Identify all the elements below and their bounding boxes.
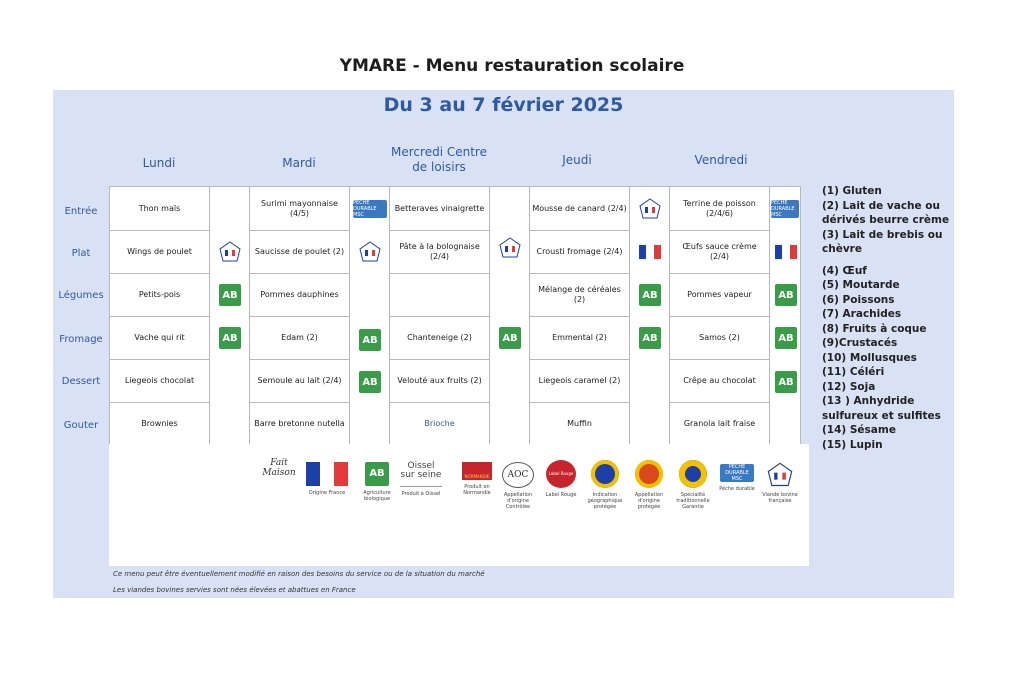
- allergen-item: (10) Mollusques: [822, 351, 917, 364]
- icon-column: [210, 187, 250, 445]
- row-header-plat: Plat: [71, 248, 91, 259]
- origine-france-logo: Origine France: [303, 462, 351, 496]
- origine-france-icon: [775, 245, 797, 259]
- menu-cell: Terrine de poisson (2/4/6): [670, 187, 770, 231]
- allergen-item: (4) Œuf: [822, 264, 867, 277]
- allergen-item: (6) Poissons: [822, 293, 895, 306]
- allergen-item: (9)Crustacés: [822, 337, 898, 349]
- peche-durable-logo: PÊCHE DURABLE MSC Pêche durable: [719, 464, 755, 492]
- icon-column: [770, 187, 800, 445]
- day-header-lundi: Lundi: [142, 156, 176, 170]
- produit-normandie-logo: NORMANDIE Produit en Normandie: [457, 462, 497, 496]
- agriculture-biologique-icon: AB: [219, 284, 241, 306]
- agriculture-biologique-icon: AB: [775, 327, 797, 349]
- agriculture-biologique-icon: AB: [499, 327, 521, 349]
- menu-cell: Thon maïs: [110, 187, 210, 231]
- menu-cell: [390, 274, 490, 317]
- stg-logo: Spécialité traditionnelle Garantie: [673, 460, 713, 510]
- menu-cell: Granola lait fraise: [670, 403, 770, 445]
- labels-legend: Fait Maison Origine France AB Agricultur…: [109, 444, 809, 566]
- igp-logo: Indication géographique protégée: [585, 460, 625, 510]
- agriculture-biologique-logo: AB Agriculture biologique: [357, 462, 397, 502]
- day-header-mardi: Mardi: [282, 156, 316, 170]
- viande-bovine-francaise-icon: [358, 241, 382, 263]
- menu-cell: Liegeois caramel (2): [530, 360, 630, 403]
- menu-cell: Petits-pois: [110, 274, 210, 317]
- page-title: YMARE - Menu restauration scolaire: [339, 56, 685, 76]
- menu-cell: Surimi mayonnaise (4/5): [250, 187, 350, 231]
- allergen-item: (14) Sésame: [822, 424, 896, 436]
- origine-france-icon: [639, 245, 661, 259]
- viande-bovine-logo: Viande bovine française: [761, 462, 799, 504]
- menu-cell: Velouté aux fruits (2): [390, 360, 490, 403]
- menu-grid: Thon maïs Wings de poulet Petits-pois Va…: [109, 186, 801, 446]
- date-range-title: Du 3 au 7 février 2025: [383, 94, 624, 116]
- menu-cell: Wings de poulet: [110, 231, 210, 274]
- menu-cell: Emmental (2): [530, 317, 630, 360]
- aop-logo: Appellation d'origine protégée: [629, 460, 669, 510]
- menu-cell: Samos (2): [670, 317, 770, 360]
- row-header-fromage: Fromage: [59, 334, 103, 345]
- allergen-item: (8) Fruits à coque: [822, 322, 927, 335]
- allergen-item: (13 ) Anhydride sulfureux et sulfites: [822, 395, 941, 422]
- menu-cell: Crousti fromage (2/4): [530, 231, 630, 274]
- peche-durable-icon: PÊCHE DURABLE MSC: [771, 200, 799, 218]
- allergen-item: (11) Céléri: [822, 366, 885, 378]
- agriculture-biologique-icon: AB: [639, 327, 661, 349]
- menu-cell: Pommes dauphines: [250, 274, 350, 317]
- viande-bovine-francaise-icon: [638, 198, 662, 220]
- day-header-jeudi: Jeudi: [562, 153, 592, 167]
- menu-cell: Mélange de céréales (2): [530, 274, 630, 317]
- beef-origin-note: Les viandes bovines servies sont nées él…: [113, 586, 356, 594]
- label-rouge-logo: Label Rouge Label Rouge: [541, 460, 581, 498]
- menu-cell: Vache qui rit: [110, 317, 210, 360]
- agriculture-biologique-icon: AB: [775, 371, 797, 393]
- menu-cell: Mousse de canard (2/4): [530, 187, 630, 231]
- peche-durable-icon: PÊCHE DURABLE MSC: [353, 200, 387, 218]
- aoc-logo: AOC Appellation d'origine Contrôlée: [497, 462, 539, 510]
- allergen-item: (1) Gluten: [822, 185, 882, 197]
- menu-cell: Chanteneige (2): [390, 317, 490, 360]
- allergen-item: (5) Moutarde: [822, 279, 900, 291]
- menu-cell: Œufs sauce crème (2/4): [670, 231, 770, 274]
- agriculture-biologique-icon: AB: [359, 371, 381, 393]
- menu-cell: Betteraves vinaigrette: [390, 187, 490, 231]
- row-header-gouter: Gouter: [63, 420, 99, 431]
- menu-cell: Edam (2): [250, 317, 350, 360]
- row-header-dessert: Dessert: [61, 376, 101, 387]
- day-header-mercredi: Mercredi Centre de loisirs: [391, 145, 487, 174]
- icon-column: [630, 187, 670, 445]
- menu-cell: Barre bretonne nutella: [250, 403, 350, 445]
- day-header-vendredi: Vendredi: [694, 153, 748, 167]
- menu-panel: Du 3 au 7 février 2025 Lundi Mardi Mercr…: [53, 90, 954, 598]
- allergen-item: (7) Arachides: [822, 308, 902, 320]
- menu-cell: Crêpe au chocolat: [670, 360, 770, 403]
- row-header-legumes: Légumes: [58, 290, 104, 301]
- agriculture-biologique-icon: AB: [775, 284, 797, 306]
- viande-bovine-francaise-icon: [218, 241, 242, 263]
- menu-cell: Semoule au lait (2/4): [250, 360, 350, 403]
- menu-cell: Muffin: [530, 403, 630, 445]
- icon-column: [350, 187, 390, 445]
- viande-bovine-francaise-icon: [498, 237, 522, 259]
- agriculture-biologique-icon: AB: [359, 329, 381, 351]
- menu-cell: Brownies: [110, 403, 210, 445]
- produit-oissel-logo: Oissel sur seine Produit à Oissel: [400, 461, 442, 497]
- allergen-item: (2) Lait de vache ou dérivés beurre crèm…: [822, 199, 950, 227]
- allergen-item: (15) Lupin: [822, 438, 883, 451]
- menu-cell: Pâte à la bolognaise (2/4): [390, 231, 490, 274]
- allergen-list: (1) Gluten (2) Lait de vache ou dérivés …: [822, 184, 962, 452]
- allergen-item: (12) Soja: [822, 380, 876, 393]
- menu-cell: Liegeois chocolat: [110, 360, 210, 403]
- allergen-item: (3) Lait de brebis ou chèvre: [822, 228, 943, 256]
- agriculture-biologique-icon: AB: [639, 284, 661, 306]
- menu-cell: Saucisse de poulet (2): [250, 231, 350, 274]
- agriculture-biologique-icon: AB: [219, 327, 241, 349]
- icon-column: [490, 187, 530, 445]
- menu-cell: Brioche: [390, 403, 490, 445]
- disclaimer-note: Ce menu peut être éventuellement modifié…: [113, 570, 485, 578]
- menu-cell: Pommes vapeur: [670, 274, 770, 317]
- fait-maison-logo: Fait Maison: [262, 458, 296, 478]
- row-header-entree: Entrée: [64, 206, 98, 217]
